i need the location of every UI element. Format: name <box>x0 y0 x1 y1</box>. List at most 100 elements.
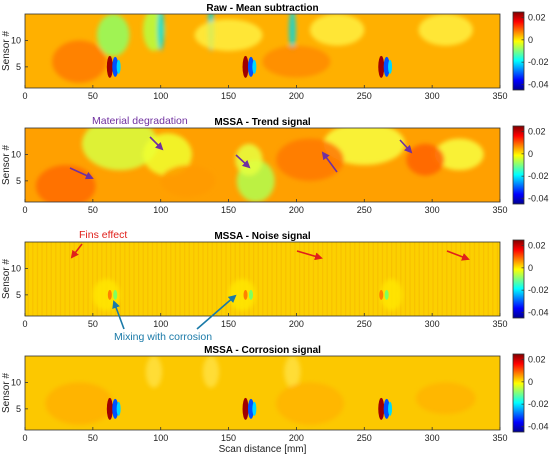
y-tick-label: 5 <box>16 176 21 186</box>
x-tick-label: 250 <box>357 205 372 215</box>
colorbar-tick-label: 0.02 <box>528 13 546 23</box>
colorbar-tick-label: 0.02 <box>528 355 546 365</box>
defect-edge <box>252 401 257 416</box>
heatmap-feature <box>415 382 476 415</box>
defect-cold <box>383 398 390 419</box>
heatmap-feature <box>418 14 473 46</box>
heatmap-area <box>25 128 500 202</box>
x-tick-label: 50 <box>88 319 98 329</box>
defect-edge <box>116 59 121 74</box>
heatmap-feature <box>288 14 296 51</box>
heatmap-feature <box>262 45 331 78</box>
x-tick-label: 300 <box>425 91 440 101</box>
heatmap-feature <box>145 356 163 388</box>
x-tick-label: 350 <box>492 319 507 329</box>
colorbar-tick-label: 0.02 <box>528 241 546 251</box>
panel-title: MSSA - Corrosion signal <box>204 345 321 356</box>
heatmap-feature <box>323 128 405 165</box>
x-tick-label: 350 <box>492 91 507 101</box>
defect-cold <box>113 289 118 300</box>
colorbar <box>512 11 525 91</box>
colorbar-tick-label: -0.02 <box>528 57 549 67</box>
defect-cold <box>247 56 254 77</box>
heatmap-feature <box>406 143 445 176</box>
annotation-label: Fins effect <box>79 229 127 241</box>
x-tick-label: 100 <box>153 433 168 443</box>
y-axis-label: Sensor # <box>1 145 12 185</box>
heatmap-area <box>25 356 500 430</box>
y-axis-label: Sensor # <box>1 373 12 413</box>
defect-cold <box>383 56 390 77</box>
x-tick-label: 250 <box>357 433 372 443</box>
y-tick-label: 5 <box>16 404 21 414</box>
x-tick-label: 300 <box>425 433 440 443</box>
annotation-label: Mixing with corrosion <box>114 331 212 343</box>
heatmap-feature <box>380 279 403 311</box>
y-tick-label: 10 <box>11 149 21 159</box>
x-tick-label: 150 <box>221 319 236 329</box>
colorbar-tick-label: 0 <box>528 263 533 273</box>
heatmap-feature <box>45 382 114 425</box>
x-tick-label: 50 <box>88 91 98 101</box>
heatmap-feature <box>434 138 484 171</box>
colorbar-tick-label: 0.02 <box>528 127 546 137</box>
axes-box <box>24 241 501 317</box>
defect-hot <box>379 289 384 300</box>
x-tick-label: 50 <box>88 205 98 215</box>
heatmap-feature <box>310 14 365 46</box>
y-tick-label: 10 <box>11 377 21 387</box>
defect-cold <box>248 289 253 300</box>
colorbar-tick-label: -0.02 <box>528 285 549 295</box>
defect-hot <box>242 397 249 420</box>
axes-box <box>24 13 501 89</box>
y-tick-label: 10 <box>11 263 21 273</box>
defect-hot <box>378 397 385 420</box>
x-tick-label: 300 <box>425 205 440 215</box>
defect-edge <box>388 59 393 74</box>
axes-box <box>24 355 501 431</box>
x-tick-label: 200 <box>289 91 304 101</box>
x-tick-label: 100 <box>153 319 168 329</box>
colorbar <box>512 353 525 433</box>
x-tick-label: 150 <box>221 205 236 215</box>
x-tick-label: 200 <box>289 205 304 215</box>
annotation-arrow <box>321 151 338 173</box>
heatmap-feature <box>202 356 220 388</box>
defect-hot <box>243 289 248 300</box>
defect-cold <box>112 398 119 419</box>
heatmap-feature <box>82 128 158 171</box>
colorbar-tick-label: -0.02 <box>528 399 549 409</box>
x-tick-label: 0 <box>22 91 27 101</box>
x-tick-label: 250 <box>357 319 372 329</box>
x-tick-label: 200 <box>289 433 304 443</box>
heatmap-feature <box>276 382 344 425</box>
defect-edge <box>388 401 393 416</box>
y-tick-label: 5 <box>16 290 21 300</box>
panel-title: Raw - Mean subtraction <box>206 3 318 14</box>
defect-hot <box>378 55 385 78</box>
annotation-arrow <box>149 136 164 151</box>
defect-cold <box>247 398 254 419</box>
annotation-arrow <box>296 250 323 261</box>
annotation-label: Material degradation <box>92 115 188 127</box>
heatmap-feature <box>96 14 130 57</box>
defect-hot <box>242 55 249 78</box>
x-tick-label: 350 <box>492 433 507 443</box>
x-tick-label: 50 <box>88 433 98 443</box>
annotations: Material degradation Fins effect Mixing wi… <box>69 115 470 343</box>
x-tick-label: 350 <box>492 205 507 215</box>
heatmap-area <box>25 242 500 316</box>
axes-box <box>24 127 501 203</box>
y-tick-label: 10 <box>11 35 21 45</box>
colorbar <box>512 239 525 319</box>
annotation-arrow <box>69 167 94 180</box>
annotation-arrow <box>112 300 125 330</box>
annotation-arrow <box>399 139 413 154</box>
x-tick-label: 0 <box>22 205 27 215</box>
x-tick-label: 0 <box>22 433 27 443</box>
